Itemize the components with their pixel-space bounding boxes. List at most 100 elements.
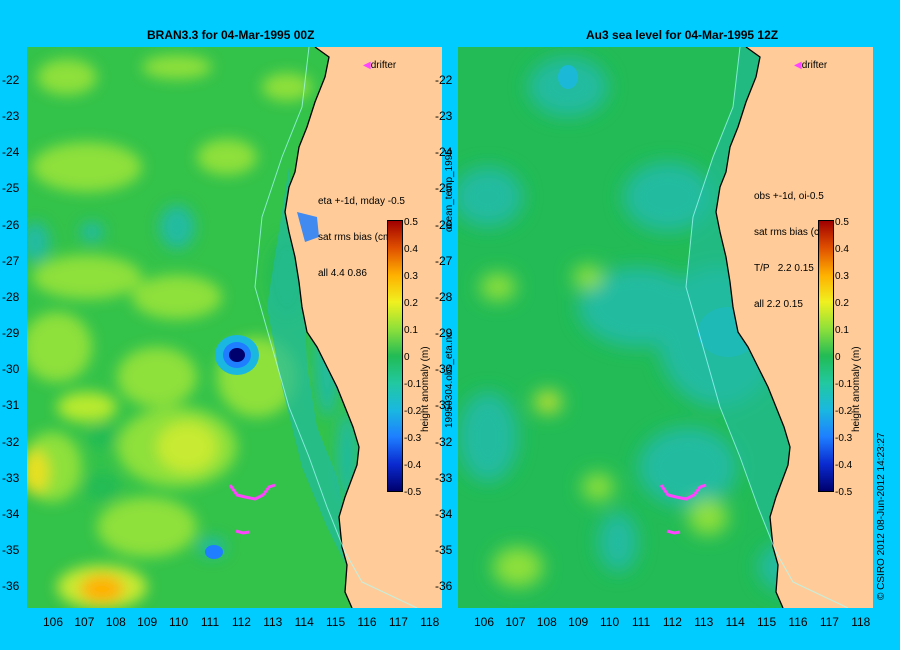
lat-tick-left-2: -24 — [2, 145, 20, 160]
left-shelf-contour — [254, 47, 418, 608]
lat-tick-left-0: -22 — [2, 73, 20, 87]
right-colorbar-label: height anomaly (m) — [851, 346, 862, 432]
cb-tick-right-3: 0.2 — [835, 298, 849, 309]
lat-tick-right-7: -29 — [435, 326, 453, 341]
cb-tick-left-1: 0.4 — [404, 244, 418, 255]
cb-tick-right-8: -0.3 — [835, 433, 853, 444]
lon-tick-right-5: 111 — [631, 615, 651, 629]
lon-tick-right-2: 108 — [536, 615, 557, 629]
lon-tick-left-9: 115 — [326, 615, 346, 629]
lon-tick-right-8: 114 — [725, 615, 745, 629]
drifter-marker-icon: ◀ — [794, 60, 802, 71]
left-panel-title: BRAN3.3 for 04-Mar-1995 00Z — [147, 28, 315, 42]
right-side-label: © CSIRO 2012 08-Jun-2012 14:23:27 — [876, 432, 887, 600]
cb-tick-left-5: 0 — [404, 352, 410, 363]
lon-tick-left-6: 112 — [231, 615, 251, 629]
right-eddy-north — [558, 65, 578, 89]
lon-tick-left-12: 118 — [420, 615, 440, 629]
right-drifter-track-2 — [666, 529, 681, 535]
cb-tick-left-3: 0.2 — [404, 298, 418, 309]
lat-tick-right-10: -32 — [435, 434, 453, 449]
lat-tick-left-10: -32 — [2, 434, 20, 449]
lat-tick-left-7: -29 — [2, 326, 20, 341]
lat-tick-left-4: -26 — [2, 217, 20, 232]
lat-tick-right-3: -25 — [435, 181, 453, 196]
lat-tick-left-5: -27 — [2, 253, 20, 268]
cb-tick-right-7: -0.2 — [835, 406, 853, 417]
lon-tick-right-0: 106 — [473, 615, 495, 629]
lat-tick-left-9: -31 — [2, 398, 20, 413]
cb-tick-left-10: -0.5 — [404, 487, 422, 498]
lat-tick-left-1: -23 — [2, 109, 20, 124]
lon-tick-left-1: 107 — [74, 615, 95, 629]
lon-tick-right-12: 118 — [851, 615, 871, 629]
lat-tick-right-11: -33 — [435, 470, 453, 485]
right-info-line-4: all 2.2 0.15 — [754, 299, 803, 310]
right-colorbar — [818, 220, 834, 492]
lat-tick-left-8: -30 — [2, 362, 20, 377]
cb-tick-right-5: 0 — [835, 352, 841, 363]
cb-tick-left-9: -0.4 — [404, 460, 422, 471]
lat-tick-right-0: -22 — [435, 73, 453, 87]
lat-tick-right-9: -31 — [435, 398, 453, 413]
lon-tick-right-7: 113 — [694, 615, 714, 629]
left-info-box: eta +-1d, mday -0.5 sat rms bias (cm) al… — [318, 172, 405, 292]
lat-tick-left-11: -33 — [2, 470, 20, 485]
left-anomaly-blobs — [27, 55, 357, 608]
left-drifter-track-1 — [228, 483, 276, 501]
lon-tick-right-11: 117 — [819, 615, 839, 629]
left-side-label-bottom: 19950304.obs_eta.nc — [444, 331, 455, 428]
lon-tick-left-0: 106 — [42, 615, 64, 629]
left-eddy-core — [229, 348, 245, 362]
lat-tick-right-14: -36 — [435, 579, 453, 594]
left-colorbar-label: height anomaly (m) — [420, 346, 431, 432]
left-eddy-small — [205, 545, 223, 559]
right-panel-title: Au3 sea level for 04-Mar-1995 12Z — [586, 28, 779, 42]
right-drifter-track-1 — [659, 483, 707, 501]
lat-tick-right-6: -28 — [435, 289, 453, 304]
left-coastal-band — [267, 167, 357, 567]
cb-tick-left-4: 0.1 — [404, 325, 418, 336]
lon-tick-right-3: 109 — [568, 615, 589, 629]
lon-tick-right-6: 112 — [662, 615, 682, 629]
left-info-line-2: sat rms bias (cm) — [318, 232, 395, 243]
lon-tick-left-5: 111 — [200, 615, 220, 629]
lon-tick-left-10: 116 — [357, 615, 377, 629]
cb-tick-left-2: 0.3 — [404, 271, 418, 282]
lon-tick-left-3: 109 — [137, 615, 158, 629]
left-coastline — [284, 47, 360, 608]
lat-tick-right-4: -26 — [435, 217, 453, 232]
cb-tick-right-10: -0.5 — [835, 487, 853, 498]
cb-tick-left-8: -0.3 — [404, 433, 422, 444]
left-shark-bay — [297, 212, 319, 242]
cb-tick-right-4: 0.1 — [835, 325, 849, 336]
lat-tick-left-12: -34 — [2, 506, 20, 521]
left-drifter-label: drifter — [370, 60, 397, 71]
cb-tick-right-1: 0.4 — [835, 244, 849, 255]
left-map — [27, 47, 442, 608]
lat-tick-right-2: -24 — [435, 145, 453, 160]
cb-tick-left-7: -0.2 — [404, 406, 422, 417]
lon-tick-right-1: 107 — [505, 615, 526, 629]
lat-tick-right-5: -27 — [435, 253, 453, 268]
lon-tick-right-4: 110 — [600, 615, 620, 629]
lat-tick-right-12: -34 — [435, 506, 453, 521]
right-coastline — [715, 47, 791, 608]
right-drifter-legend: ◀drifter — [794, 60, 827, 71]
left-info-line-1: eta +-1d, mday -0.5 — [318, 196, 405, 207]
cb-tick-right-6: -0.1 — [835, 379, 853, 390]
lon-tick-left-4: 110 — [169, 615, 189, 629]
drifter-marker-icon: ◀ — [363, 60, 371, 71]
right-info-line-1: obs +-1d, oi-0.5 — [754, 191, 824, 202]
left-colorbar — [387, 220, 403, 492]
cb-tick-right-0: 0.5 — [835, 217, 849, 228]
right-drifter-label: drifter — [801, 60, 828, 71]
right-shelf-contour — [685, 47, 849, 608]
lon-tick-left-7: 113 — [263, 615, 283, 629]
left-info-line-3: all 4.4 0.86 — [318, 268, 367, 279]
left-drifter-legend: ◀drifter — [363, 60, 396, 71]
cb-tick-right-9: -0.4 — [835, 460, 853, 471]
lon-tick-right-10: 116 — [788, 615, 808, 629]
lat-tick-left-14: -36 — [2, 579, 20, 594]
lat-tick-left-3: -25 — [2, 181, 20, 196]
